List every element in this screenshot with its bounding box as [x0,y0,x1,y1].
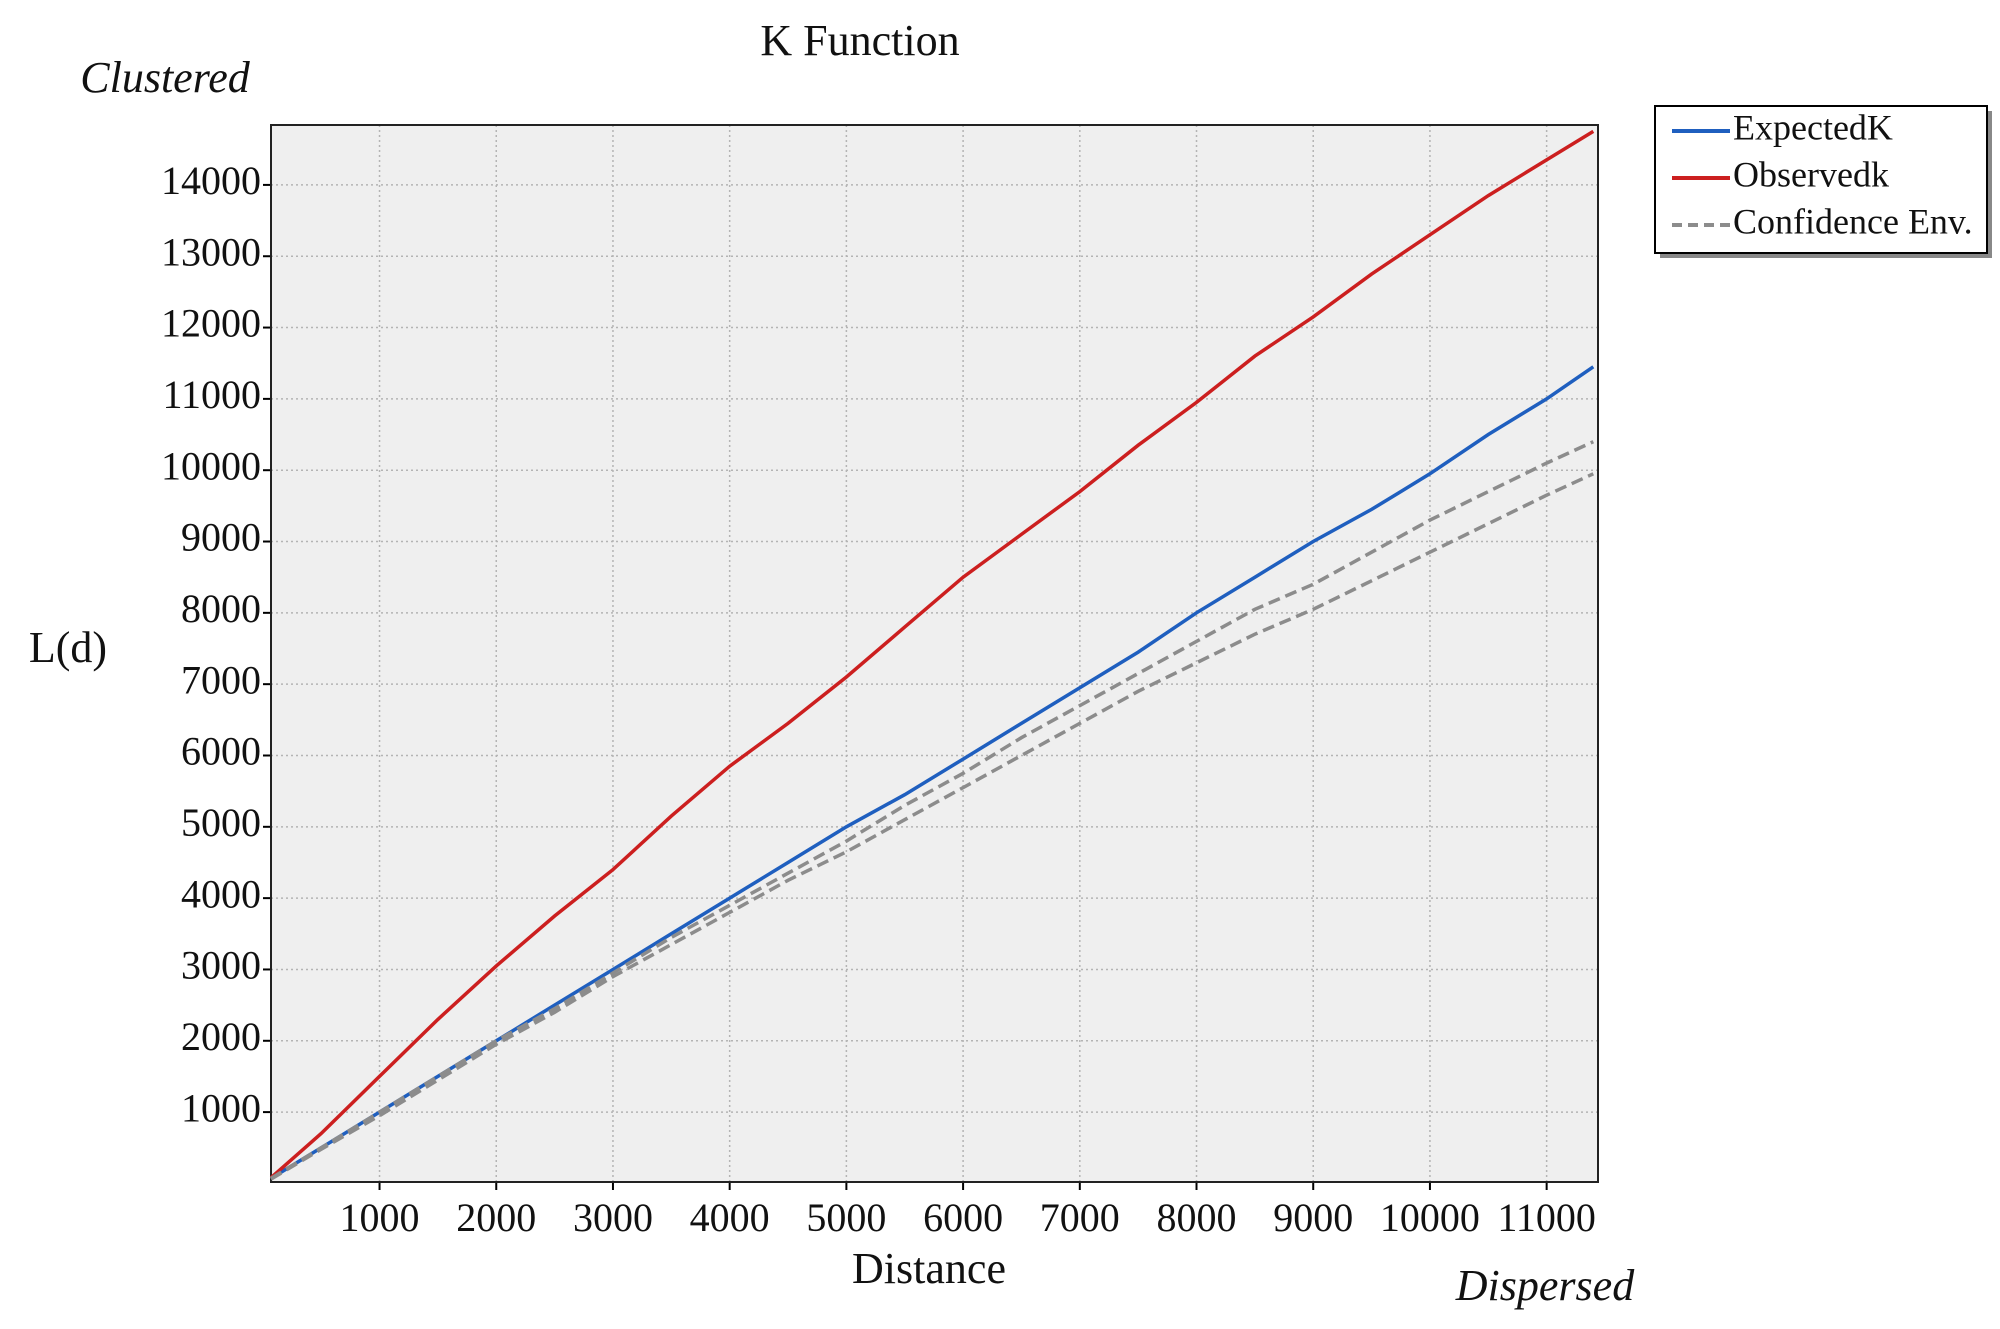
y-tick-label: 5000 [181,800,261,845]
y-tick-label: 9000 [181,515,261,560]
y-axis-label: L(d) [29,623,107,672]
y-tick-label: 1000 [181,1085,261,1130]
legend-label: Observedk [1733,154,1889,194]
line-series [269,129,1595,1180]
plot-frame [270,124,1599,1183]
x-tick-label: 2000 [456,1195,536,1240]
y-tick-label: 7000 [181,657,261,702]
x-tick-label: 6000 [923,1195,1003,1240]
x-tick-label: 5000 [806,1195,886,1240]
line-series [270,472,1595,1181]
y-tick-label: 2000 [181,1014,261,1059]
y-tick-label: 14000 [161,158,261,203]
y-tick-label: 10000 [161,443,261,488]
y-tick-label: 11000 [162,372,261,417]
line-series [270,440,1595,1180]
y-tick-label: 8000 [181,586,261,631]
annotation: Dispersed [1455,1261,1635,1310]
y-tick-label: 12000 [161,301,261,346]
x-tick-label: 11000 [1497,1195,1596,1240]
x-tick-label: 3000 [573,1195,653,1240]
y-tick-label: 13000 [161,229,261,274]
x-tick-label: 9000 [1273,1195,1353,1240]
legend: ExpectedK Observedk Confidence Env. [1654,105,1992,258]
plot-area [271,125,1598,1182]
y-tick-label: 3000 [181,943,261,988]
x-tick-label: 10000 [1380,1195,1480,1240]
chart-title: K Function [760,16,959,65]
legend-label: Confidence Env. [1733,201,1973,241]
annotation: Clustered [80,53,250,102]
legend-label: ExpectedK [1733,107,1893,147]
x-tick-label: 7000 [1040,1195,1120,1240]
x-tick-label: 4000 [690,1195,770,1240]
x-tick-label: 8000 [1157,1195,1237,1240]
x-tick-label: 1000 [340,1195,420,1240]
x-axis-label: Distance [852,1244,1006,1293]
y-tick-label: 4000 [181,871,261,916]
y-tick-label: 6000 [181,729,261,774]
